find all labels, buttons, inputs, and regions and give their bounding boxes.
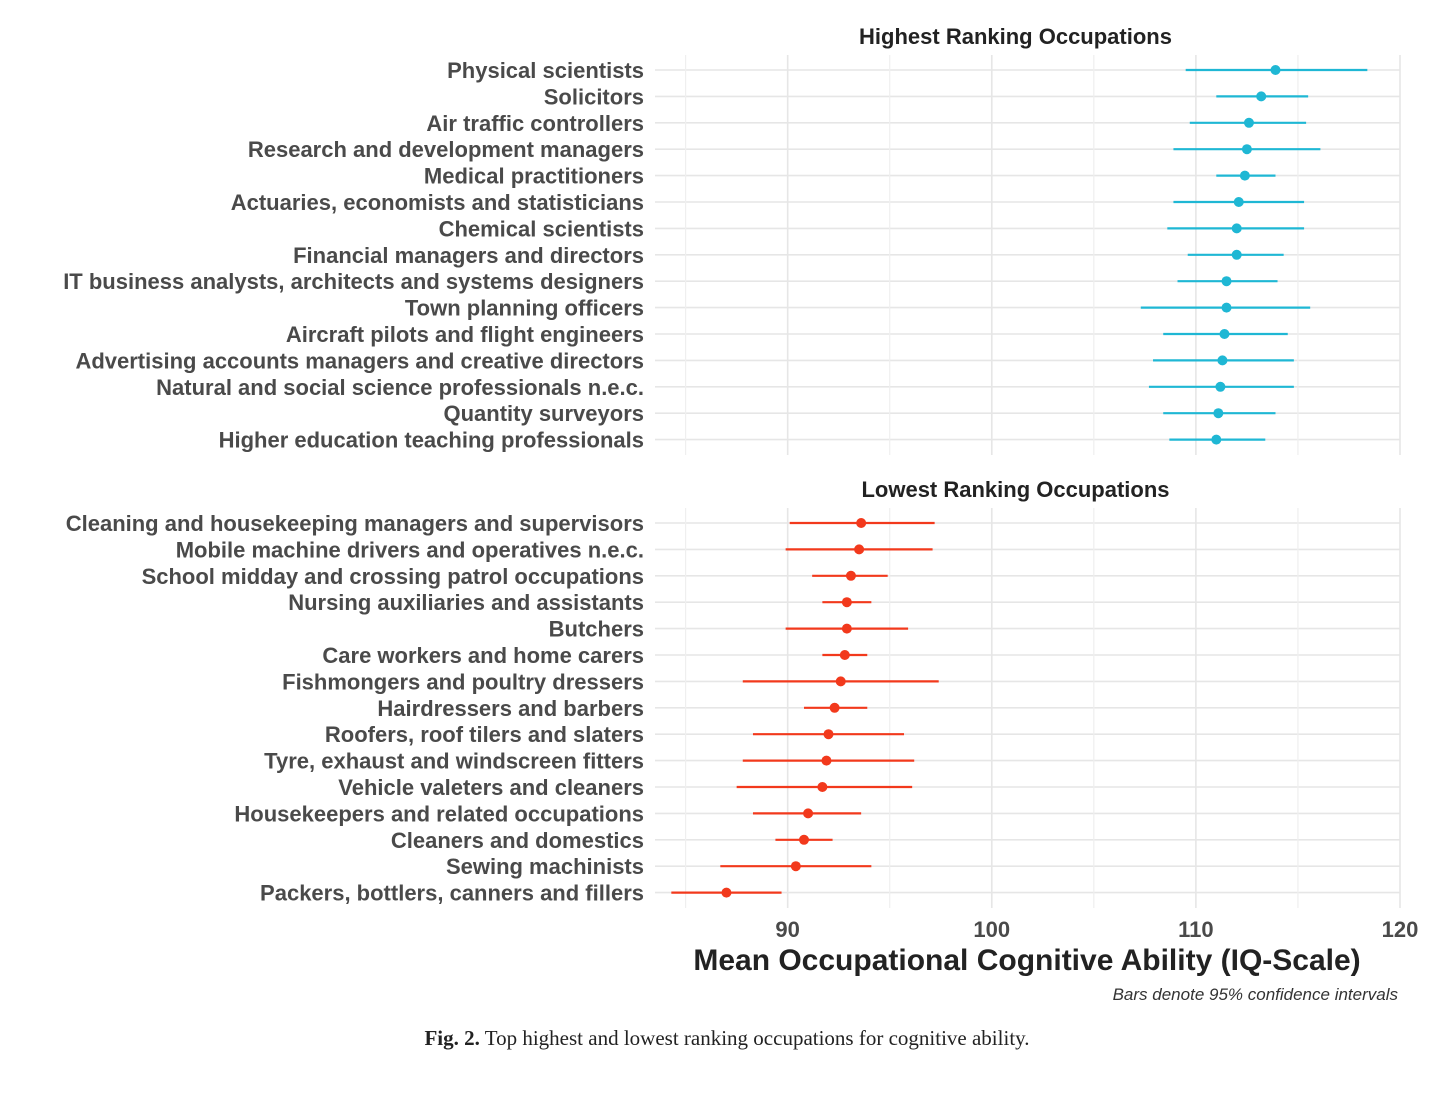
occupation-label: Aircraft pilots and flight engineers bbox=[286, 322, 644, 347]
x-tick-label: 90 bbox=[775, 917, 799, 942]
occupation-label: IT business analysts, architects and sys… bbox=[63, 269, 644, 294]
mean-point bbox=[799, 834, 809, 845]
occupation-label: Quantity surveyors bbox=[443, 401, 644, 426]
panel-title: Highest Ranking Occupations bbox=[859, 24, 1172, 49]
mean-point bbox=[1243, 117, 1254, 128]
confidence-interval-note: Bars denote 95% confidence intervals bbox=[1113, 985, 1399, 1004]
mean-point bbox=[1256, 91, 1267, 102]
mean-point bbox=[856, 518, 867, 528]
occupation-label: Physical scientists bbox=[447, 58, 644, 83]
mean-point bbox=[1211, 434, 1222, 445]
x-tick-label: 120 bbox=[1382, 917, 1419, 942]
figure-caption: Fig. 2. Top highest and lowest ranking o… bbox=[0, 1026, 1454, 1051]
occupation-chart: Highest Ranking Occupations Physical scie… bbox=[63, 24, 1419, 1004]
occupation-label: Butchers bbox=[549, 617, 644, 642]
mean-point bbox=[790, 861, 801, 872]
occupation-label: Higher education teaching professionals bbox=[219, 428, 644, 453]
occupation-label: Mobile machine drivers and operatives n.… bbox=[176, 537, 644, 562]
occupation-label: Sewing machinists bbox=[446, 854, 644, 879]
occupation-label: Solicitors bbox=[544, 84, 644, 109]
mean-point bbox=[835, 676, 846, 687]
mean-point bbox=[1241, 144, 1252, 155]
occupation-label: Financial managers and directors bbox=[293, 243, 644, 268]
occupation-label: Actuaries, economists and statisticians bbox=[231, 190, 644, 215]
mean-point bbox=[1239, 170, 1250, 181]
occupation-label: Air traffic controllers bbox=[426, 111, 644, 136]
occupation-label: Research and development managers bbox=[248, 137, 644, 162]
occupation-label: Hairdressers and barbers bbox=[377, 696, 644, 721]
occupation-label: Cleaning and housekeeping managers and s… bbox=[66, 511, 644, 536]
caption-label: Fig. 2. bbox=[424, 1026, 480, 1050]
mean-point bbox=[821, 755, 832, 766]
mean-point bbox=[721, 887, 732, 898]
mean-point bbox=[1213, 408, 1224, 419]
mean-point bbox=[1221, 276, 1232, 287]
occupation-label: Roofers, roof tilers and slaters bbox=[325, 722, 644, 747]
mean-point bbox=[1231, 249, 1242, 260]
mean-point bbox=[854, 544, 865, 555]
mean-point bbox=[1221, 302, 1232, 313]
occupation-label: Nursing auxiliaries and assistants bbox=[288, 590, 644, 615]
occupation-label: Tyre, exhaust and windscreen fitters bbox=[264, 749, 644, 774]
occupation-label: Fishmongers and poultry dressers bbox=[282, 669, 644, 694]
mean-point bbox=[1215, 381, 1226, 392]
x-axis-title: Mean Occupational Cognitive Ability (IQ-… bbox=[693, 944, 1360, 977]
mean-point bbox=[803, 808, 814, 819]
mean-point bbox=[817, 782, 828, 792]
occupation-label: Vehicle valeters and cleaners bbox=[338, 775, 644, 800]
panel-title: Lowest Ranking Occupations bbox=[861, 477, 1169, 502]
mean-point bbox=[1231, 223, 1242, 234]
occupation-label: Housekeepers and related occupations bbox=[234, 801, 644, 826]
occupation-label: Medical practitioners bbox=[424, 164, 644, 189]
occupation-label: Natural and social science professionals… bbox=[156, 375, 644, 400]
mean-point bbox=[1270, 65, 1281, 75]
occupation-label: Town planning officers bbox=[405, 296, 644, 321]
mean-point bbox=[841, 623, 852, 634]
occupation-label: Advertising accounts managers and creati… bbox=[75, 348, 644, 373]
caption-text: Top highest and lowest ranking occupatio… bbox=[484, 1026, 1030, 1050]
occupation-label: Chemical scientists bbox=[439, 216, 644, 241]
mean-point bbox=[829, 702, 840, 713]
mean-point bbox=[841, 597, 852, 608]
occupation-label: School midday and crossing patrol occupa… bbox=[142, 564, 644, 589]
x-tick-label: 100 bbox=[973, 917, 1010, 942]
mean-point bbox=[823, 729, 834, 740]
occupation-label: Packers, bottlers, canners and fillers bbox=[260, 881, 644, 906]
mean-point bbox=[1217, 355, 1228, 366]
occupation-label: Cleaners and domestics bbox=[391, 828, 644, 853]
mean-point bbox=[1233, 197, 1244, 207]
x-tick-label: 110 bbox=[1178, 917, 1214, 942]
mean-point bbox=[1219, 329, 1230, 339]
mean-point bbox=[839, 650, 850, 660]
mean-point bbox=[845, 570, 856, 581]
occupation-label: Care workers and home carers bbox=[322, 643, 644, 668]
